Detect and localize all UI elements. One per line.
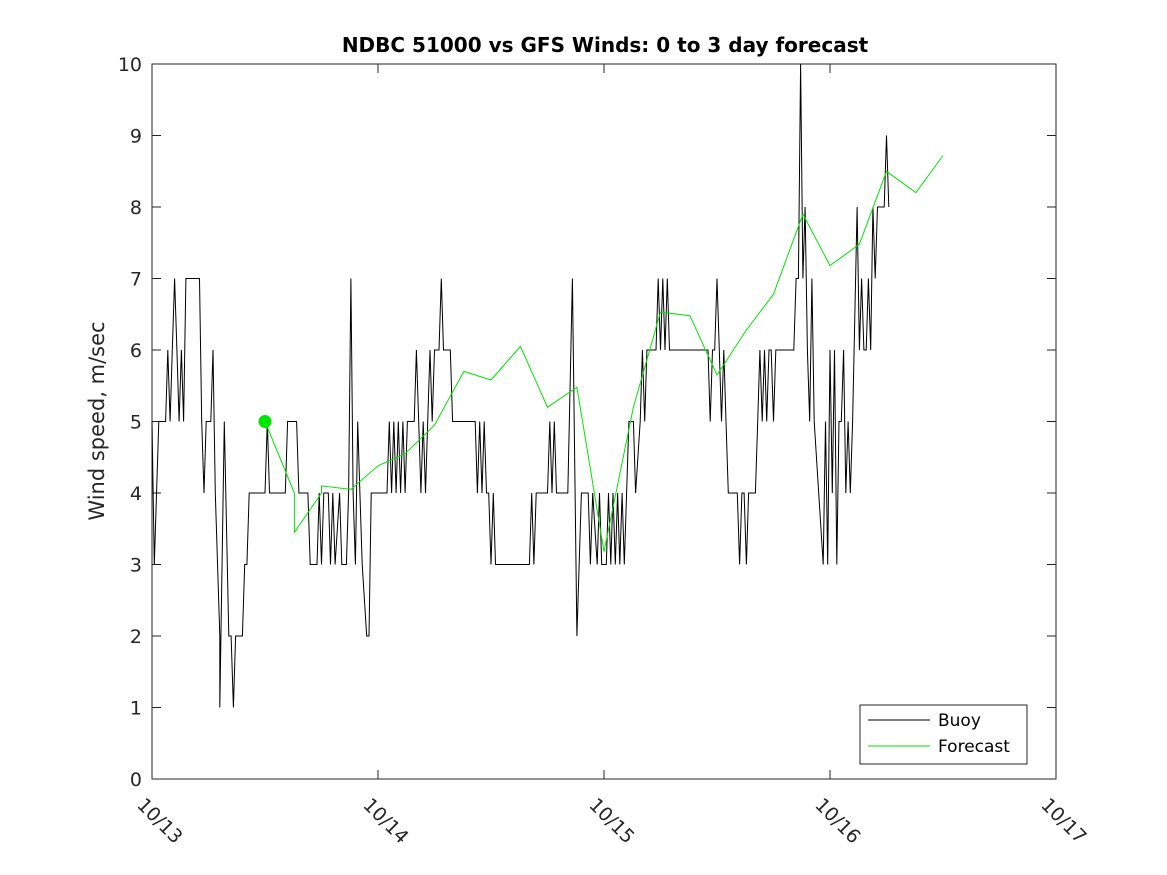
plot-area <box>151 63 1057 780</box>
series-line-forecast <box>264 155 944 552</box>
legend-label-forecast: Forecast <box>938 737 1010 757</box>
y-tick-label: 2 <box>130 626 142 648</box>
series-layer <box>151 63 944 708</box>
y-tick-label: 6 <box>130 340 142 362</box>
series-line-buoy <box>151 63 890 708</box>
y-tick-label: 10 <box>118 54 142 76</box>
chart-title: NDBC 51000 vs GFS Winds: 0 to 3 day fore… <box>342 33 869 57</box>
y-tick-label: 7 <box>130 269 142 291</box>
legend: Buoy Forecast <box>859 704 1028 765</box>
legend-box <box>859 704 1028 765</box>
y-tick-label: 9 <box>130 126 142 148</box>
y-tick-label: 0 <box>130 769 142 791</box>
legend-label-buoy: Buoy <box>938 711 981 731</box>
y-axis: 0 1 2 3 4 5 6 7 8 9 10 <box>118 54 1056 791</box>
y-tick-label: 1 <box>130 698 142 720</box>
y-tick-label: 4 <box>130 483 142 505</box>
y-tick-label: 8 <box>130 197 142 219</box>
forecast-start-marker <box>258 415 272 428</box>
y-tick-label: 5 <box>130 412 142 434</box>
y-tick-label: 3 <box>130 555 142 577</box>
y-axis-label: Wind speed, m/sec <box>85 321 109 520</box>
